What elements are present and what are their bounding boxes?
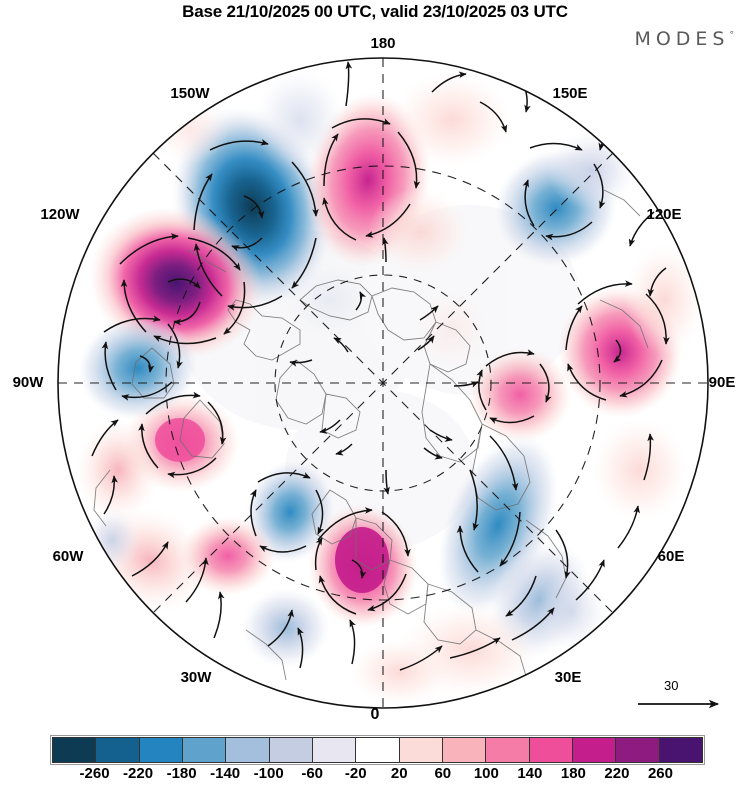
colorbar-tick--260: -260 xyxy=(79,765,110,782)
reference-vector: 30 xyxy=(638,678,720,709)
lon-label-30E: 30E xyxy=(554,669,582,686)
colorbar-cells xyxy=(52,737,703,763)
colorbar-cell-9 xyxy=(441,737,486,763)
polar-stereographic-map xyxy=(57,57,709,709)
lon-label-120E: 120E xyxy=(646,206,682,223)
colorbar-cell-13 xyxy=(615,737,659,763)
page-title: Base 21/10/2025 00 UTC, valid 23/10/2025… xyxy=(182,2,568,21)
logo-mark: ° xyxy=(729,30,735,41)
colorbar-tick-60: 60 xyxy=(434,765,452,782)
colorbar-tick-140: 140 xyxy=(517,765,543,782)
reference-vector-label: 30 xyxy=(664,678,678,693)
colorbar-cell-4 xyxy=(225,737,269,763)
lon-label-120W: 120W xyxy=(40,206,80,223)
colorbar-cell-14 xyxy=(658,737,703,763)
colorbar xyxy=(50,735,705,765)
colorbar-tick--20: -20 xyxy=(344,765,367,782)
wind-vector-field xyxy=(91,61,670,671)
colorbar-cell-1 xyxy=(95,737,139,763)
colorbar-tick-100: 100 xyxy=(473,765,499,782)
colorbar-cell-3 xyxy=(181,737,226,763)
lon-label-150E: 150E xyxy=(552,85,588,102)
colorbar-cell-0 xyxy=(52,737,96,763)
globe-outline xyxy=(57,57,709,709)
colorbar-tick-20: 20 xyxy=(390,765,408,782)
graticule xyxy=(58,58,708,708)
lon-label-60E: 60E xyxy=(657,548,685,565)
colorbar-tick--180: -180 xyxy=(166,765,197,782)
lon-label-90W: 90W xyxy=(12,374,44,391)
coastlines xyxy=(93,189,649,681)
colorbar-tick-180: 180 xyxy=(560,765,586,782)
colorbar-cell-5 xyxy=(268,737,312,763)
lon-label-90E: 90E xyxy=(708,374,736,391)
lon-label-60W: 60W xyxy=(52,548,84,565)
colorbar-cell-12 xyxy=(571,737,616,763)
colorbar-tick--140: -140 xyxy=(210,765,241,782)
colorbar-cell-6 xyxy=(311,737,356,763)
colorbar-cell-2 xyxy=(138,737,182,763)
lon-label-0: 0 xyxy=(370,706,380,723)
colorbar-tick-labels: -260 -220 -180 -140 -100 -60 -20 20 60 100 140 180 2… xyxy=(50,765,705,785)
colorbar-cell-11 xyxy=(528,737,572,763)
colorbar-tick-220: 220 xyxy=(604,765,630,782)
colorbar-tick--60: -60 xyxy=(301,765,324,782)
lon-label-180: 180 xyxy=(370,35,396,52)
colorbar-tick--220: -220 xyxy=(123,765,154,782)
lon-label-150W: 150W xyxy=(170,85,210,102)
colorbar-cell-7 xyxy=(355,737,399,763)
map-field xyxy=(58,58,708,708)
lon-label-30W: 30W xyxy=(180,669,212,686)
colorbar-cell-10 xyxy=(485,737,529,763)
colorbar-tick--100: -100 xyxy=(253,765,284,782)
colorbar-cell-8 xyxy=(398,737,442,763)
colorbar-tick-260: 260 xyxy=(647,765,673,782)
logo-text: MODES xyxy=(634,28,730,50)
modes-logo: MODES° xyxy=(634,28,734,50)
